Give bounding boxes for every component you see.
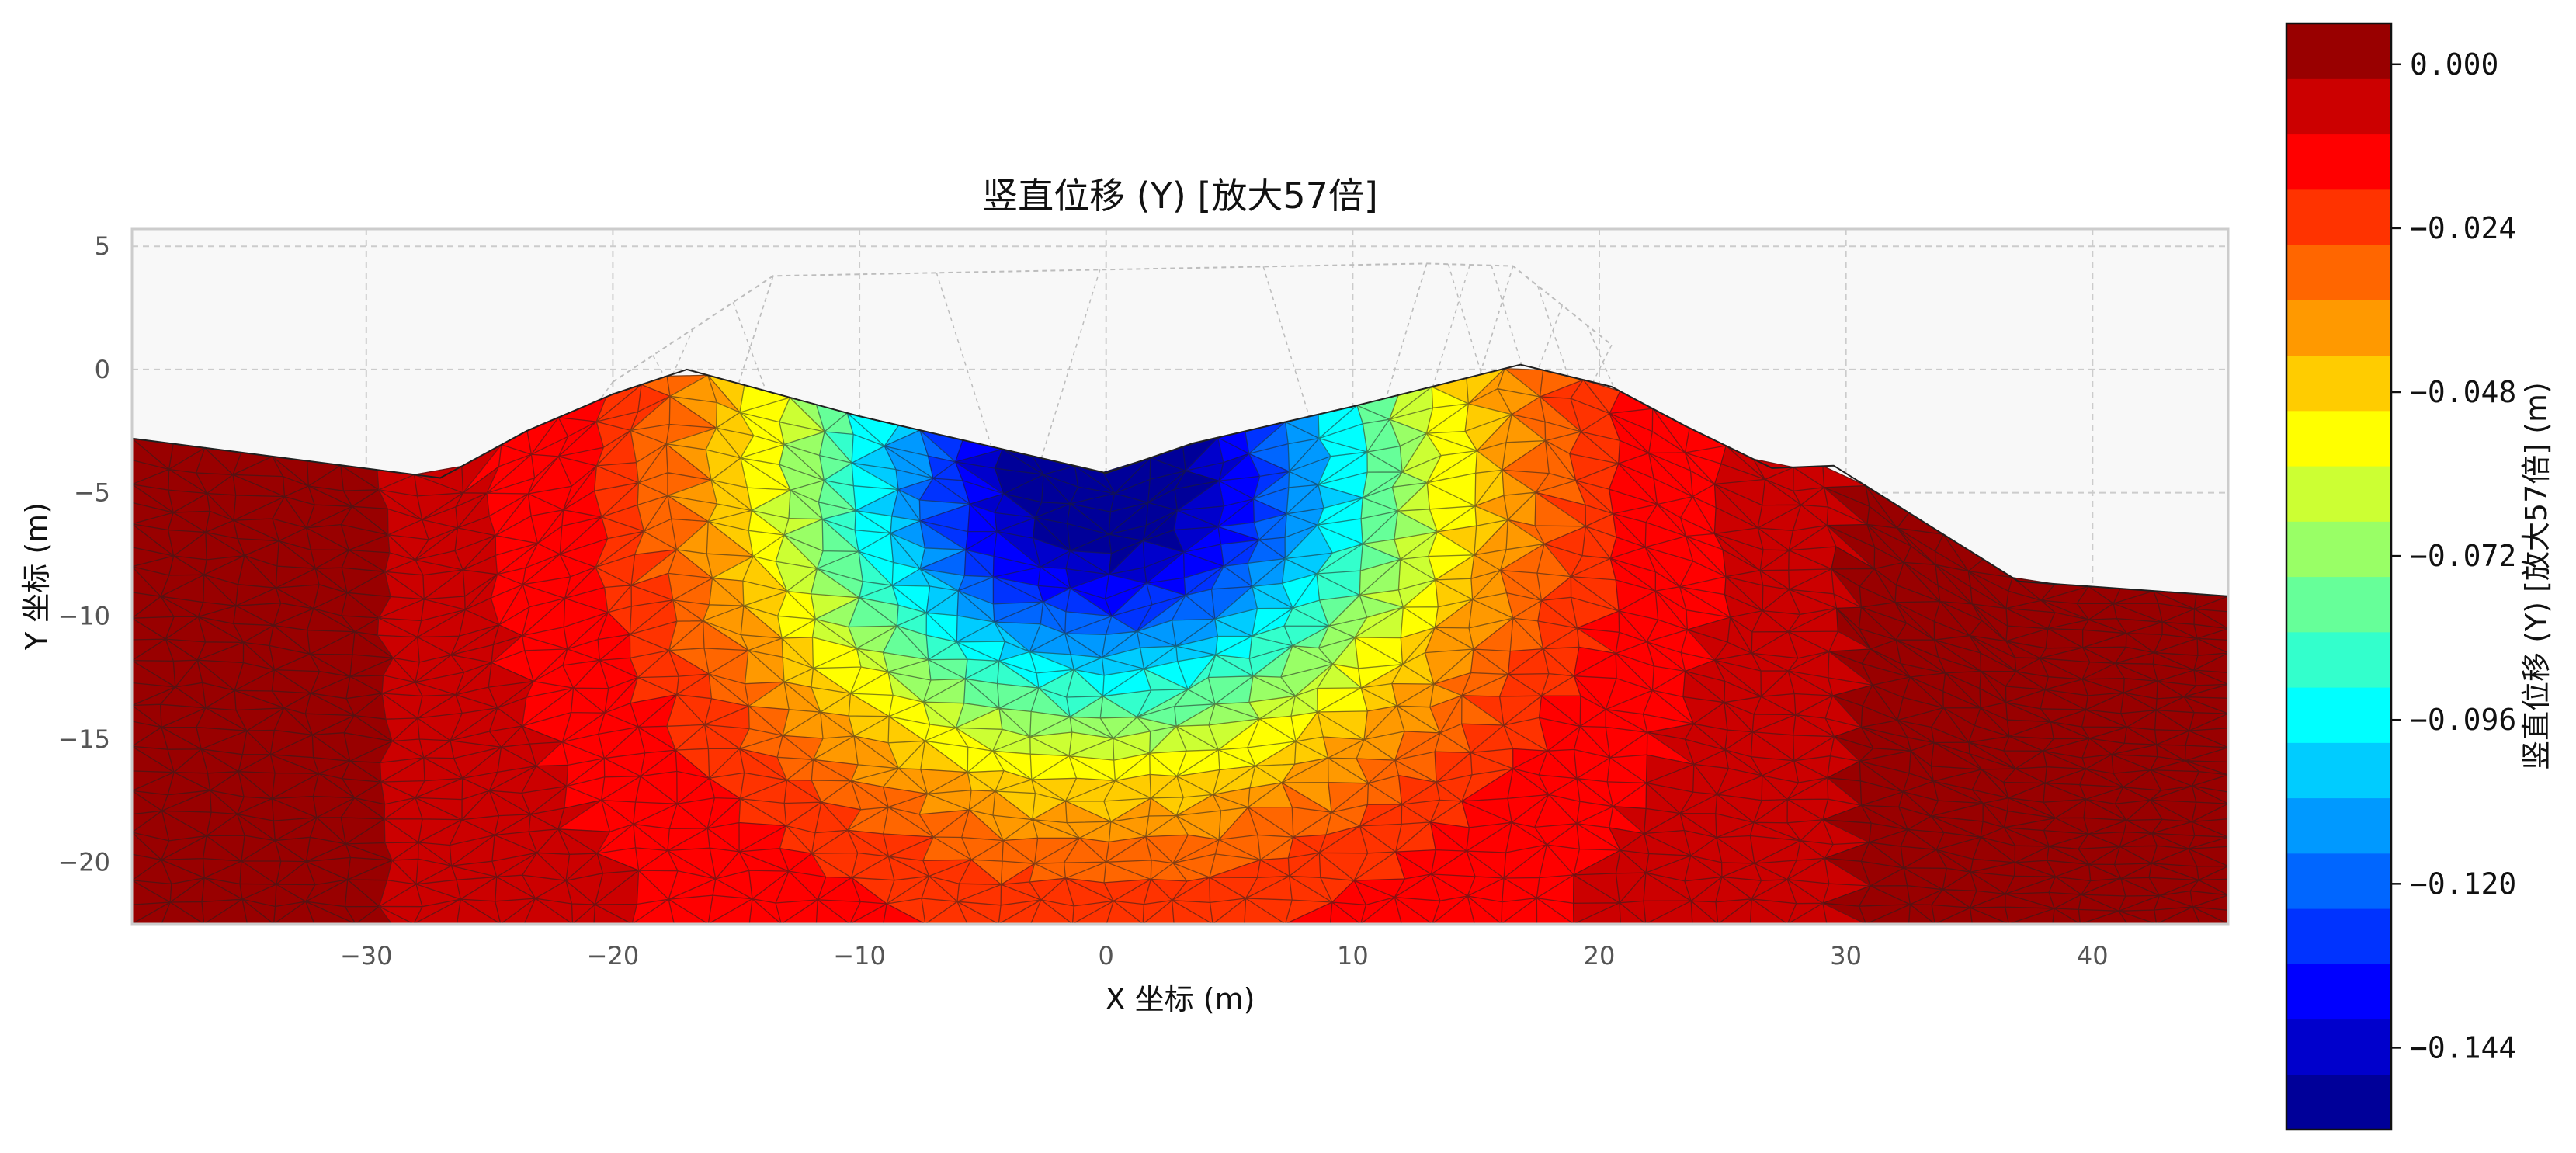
x-tick-label: 0 (1099, 941, 1114, 971)
y-tick-label: −20 (57, 848, 110, 877)
undeformed-mesh-edge (732, 302, 796, 469)
colorbar-tick-label: −0.024 (2410, 211, 2516, 245)
colorbar-ticks: 0.000 −0.024 −0.048 −0.072 −0.096 −0.120 −0.14… (2391, 47, 2516, 1064)
colorbar: 0.000 −0.024 −0.048 −0.072 −0.096 −0.120 −0.14… (2285, 22, 2553, 1131)
y-tick-label: 5 (95, 231, 110, 261)
undeformed-mesh-edge (1037, 269, 1101, 469)
colorbar-band (2286, 410, 2391, 467)
colorbar-tick-label: −0.072 (2410, 539, 2516, 573)
colorbar-band (2286, 189, 2391, 245)
y-tick-label: −5 (74, 478, 110, 508)
x-tick-label: 10 (1337, 941, 1369, 971)
colorbar-tick-label: −0.120 (2410, 866, 2516, 901)
colorbar-tick-label: 0.000 (2410, 47, 2498, 82)
colorbar-band (2286, 521, 2391, 578)
chart-title: 竖直位移 (Y) [放大57倍] (982, 175, 1378, 217)
colorbar-band (2286, 853, 2391, 909)
colorbar-band (2286, 466, 2391, 522)
y-tick-label: 0 (95, 355, 110, 384)
colorbar-band (2286, 631, 2391, 688)
colorbar-band (2286, 300, 2391, 356)
y-axis-label: Y 坐标 (m) (19, 502, 54, 651)
y-tick-label: −15 (57, 724, 110, 754)
x-tick-label: 30 (1830, 941, 1862, 971)
y-tick-label: −10 (57, 601, 110, 630)
plot-area (130, 227, 2230, 926)
x-axis-label: X 坐标 (m) (1106, 982, 1255, 1016)
y-axis-ticks: 5 0 −5 −10 −15 −20 (57, 231, 110, 877)
colorbar-band (2286, 1074, 2391, 1130)
colorbar-label: 竖直位移 (Y) [放大57倍] (m) (2519, 382, 2553, 770)
colorbar-band (2286, 742, 2391, 799)
colorbar-tick-label: −0.096 (2410, 703, 2516, 737)
colorbar-band (2286, 355, 2391, 412)
colorbar-band (2286, 1019, 2391, 1075)
colorbar-tick-label: −0.144 (2410, 1030, 2516, 1064)
colorbar-band (2286, 797, 2391, 854)
colorbar-band (2286, 134, 2391, 190)
undeformed-surface (612, 262, 1613, 383)
x-tick-label: −20 (587, 941, 640, 971)
colorbar-band (2286, 245, 2391, 300)
colorbar-band (2286, 23, 2391, 79)
colorbar-band (2286, 78, 2391, 135)
colorbar-band (2286, 687, 2391, 743)
colorbar-band (2286, 908, 2391, 964)
colorbar-band (2286, 964, 2391, 1020)
x-tick-label: −30 (340, 941, 393, 971)
x-tick-label: 40 (2077, 941, 2109, 971)
undeformed-mesh-edge (710, 276, 774, 469)
x-tick-label: 20 (1584, 941, 1616, 971)
x-axis-ticks: −30 −20 −10 0 10 20 30 40 (340, 941, 2109, 971)
colorbar-band (2286, 576, 2391, 633)
colorbar-bands (2286, 23, 2391, 1130)
undeformed-mesh-edge (936, 273, 999, 469)
x-tick-label: −10 (833, 941, 886, 971)
contour-fill (132, 363, 2228, 924)
colorbar-tick-label: −0.048 (2410, 375, 2516, 409)
